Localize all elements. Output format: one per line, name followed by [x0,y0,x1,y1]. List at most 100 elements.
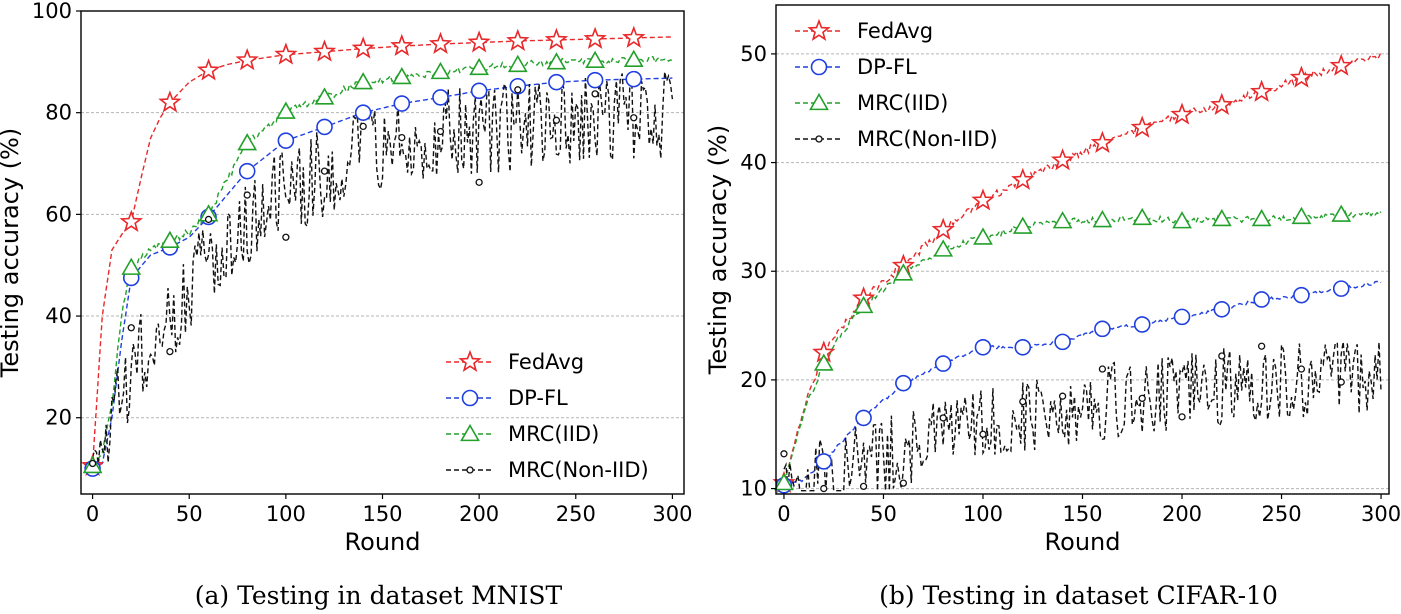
data-point-marker [432,89,449,106]
data-point-marker [1130,115,1154,138]
data-point-marker [1133,316,1151,333]
data-point-marker [88,459,97,468]
y-tick-label: 80 [45,101,72,125]
series-lines [783,51,1382,492]
legend-label: MRC(Non-IID) [857,127,998,151]
axis-ticks: 20 40 60 80 100 0 50 100 150 200 250 300 [32,0,693,526]
legend-label: MRC(IID) [857,91,948,115]
x-tick-label: 0 [777,502,790,526]
data-point-marker [475,178,483,186]
data-point-marker [1249,79,1274,102]
data-point-marker [1054,333,1071,351]
legend: FedAvg DP-FL MRC(IID) MRC(Non-IID) [446,349,649,482]
data-point-marker [931,217,955,240]
data-point-marker [351,36,375,59]
figure-caption: (b) Testing in dataset CIFAR-10 [879,581,1278,610]
data-point-marker [1213,300,1231,318]
data-point-marker [430,61,451,80]
figure-caption: (a) Testing in dataset MNIST [195,581,563,610]
data-point-marker [1014,338,1032,356]
data-point-marker [119,209,143,232]
data-point-marker [1050,148,1075,171]
y-tick-label: 50 [740,42,767,66]
series-markers [80,25,646,477]
x-axis-label: Round [1045,528,1121,556]
data-point-marker [398,133,406,142]
legend-label: DP-FL [857,55,917,79]
data-point-marker [1218,352,1226,360]
data-point-marker [470,82,488,100]
y-tick-label: 30 [740,259,767,283]
data-point-marker [390,33,414,57]
data-point-marker [391,66,412,85]
x-tick-label: 300 [1361,502,1401,526]
x-axis-label: Round [345,528,421,556]
legend-label: DP-FL [508,386,568,410]
data-point-marker [1012,216,1033,234]
data-point-marker [507,54,528,73]
data-point-marker [1098,365,1107,373]
data-point-marker [314,87,335,105]
data-point-marker [1257,342,1266,350]
chart-panel-cifar10: 10 20 30 40 50 0 50 100 150 200 250 300 Round Testi… [704,4,1401,610]
legend-label: FedAvg [508,350,584,374]
data-point-marker [1170,102,1194,125]
data-point-marker [1132,207,1153,226]
legend-marker [460,423,480,442]
data-point-marker [893,263,914,281]
data-point-marker [813,353,834,371]
axis-ticks: 10 20 30 40 50 0 50 100 150 200 250 300 [740,42,1401,526]
data-point-marker [974,338,992,356]
legend-marker [466,466,474,474]
x-tick-label: 50 [870,502,897,526]
series-line-fedavg [91,36,673,467]
series-line-mrc-iid- [92,55,673,466]
data-point-marker [196,58,221,81]
data-point-marker [204,215,213,224]
legend-marker [815,135,823,143]
legend-label: MRC(Non-IID) [508,458,649,482]
legend-label: MRC(IID) [508,422,599,446]
data-point-marker [1332,280,1350,297]
x-tick-label: 200 [1162,502,1202,526]
legend-marker [807,18,831,41]
data-point-marker [235,48,259,71]
data-point-marker [815,453,833,470]
y-axis-label: Testing accuracy (%) [704,125,732,375]
data-point-marker [282,233,290,241]
data-point-marker [622,25,646,48]
data-point-marker [586,71,604,89]
data-point-marker [899,479,908,487]
data-point-marker [552,116,561,124]
data-point-marker [1211,208,1232,227]
data-point-marker [1172,211,1192,229]
y-tick-label: 20 [740,368,767,392]
data-point-marker [1090,130,1115,153]
data-point-marker [1293,286,1310,304]
data-point-marker [546,52,567,70]
data-point-marker [121,257,142,275]
data-point-marker [1289,65,1314,88]
data-point-marker [160,230,180,248]
data-point-marker [591,90,599,98]
x-tick-label: 150 [1062,502,1102,526]
data-point-marker [127,324,135,332]
series-line-mrc-non-iid- [91,71,674,465]
data-point-marker [316,118,333,136]
x-tick-label: 300 [652,502,692,526]
data-point-marker [393,95,411,112]
data-point-marker [312,39,337,62]
x-tick-label: 100 [963,502,1003,526]
y-tick-label: 100 [32,0,72,23]
x-tick-label: 0 [86,502,99,526]
data-point-marker [583,26,607,49]
data-point-marker [853,295,874,314]
data-point-marker [1253,291,1270,308]
y-tick-label: 40 [740,151,767,175]
data-point-marker [359,122,367,131]
data-point-marker [585,50,605,69]
data-point-marker [625,70,643,88]
data-point-marker [933,239,954,257]
y-tick-label: 20 [45,406,72,430]
